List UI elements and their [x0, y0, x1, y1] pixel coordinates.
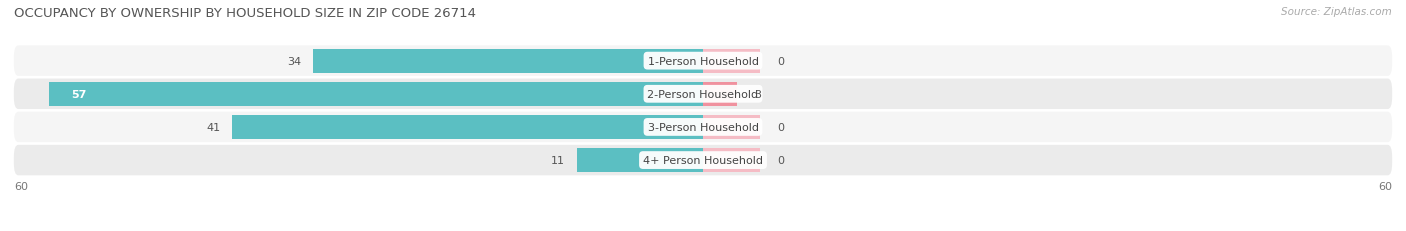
Bar: [232, 116, 703, 139]
Text: 41: 41: [207, 122, 221, 132]
Bar: [703, 82, 738, 106]
Text: 60: 60: [14, 181, 28, 191]
Bar: [48, 82, 703, 106]
Text: 1-Person Household: 1-Person Household: [648, 56, 758, 66]
Text: 0: 0: [778, 56, 785, 66]
Text: 57: 57: [72, 89, 87, 99]
Text: 34: 34: [287, 56, 301, 66]
Text: Source: ZipAtlas.com: Source: ZipAtlas.com: [1281, 7, 1392, 17]
Bar: [576, 149, 703, 172]
Text: 2-Person Household: 2-Person Household: [647, 89, 759, 99]
FancyBboxPatch shape: [14, 112, 1392, 143]
Text: OCCUPANCY BY OWNERSHIP BY HOUSEHOLD SIZE IN ZIP CODE 26714: OCCUPANCY BY OWNERSHIP BY HOUSEHOLD SIZE…: [14, 7, 477, 20]
FancyBboxPatch shape: [14, 46, 1392, 76]
Text: 0: 0: [778, 122, 785, 132]
Text: 0: 0: [778, 155, 785, 165]
Text: 3: 3: [755, 89, 762, 99]
Text: 60: 60: [1378, 181, 1392, 191]
FancyBboxPatch shape: [14, 79, 1392, 109]
FancyBboxPatch shape: [14, 145, 1392, 176]
Bar: [703, 49, 761, 73]
Bar: [703, 116, 761, 139]
Bar: [703, 149, 761, 172]
Text: 3-Person Household: 3-Person Household: [648, 122, 758, 132]
Bar: [312, 49, 703, 73]
Text: 4+ Person Household: 4+ Person Household: [643, 155, 763, 165]
Text: 11: 11: [551, 155, 565, 165]
